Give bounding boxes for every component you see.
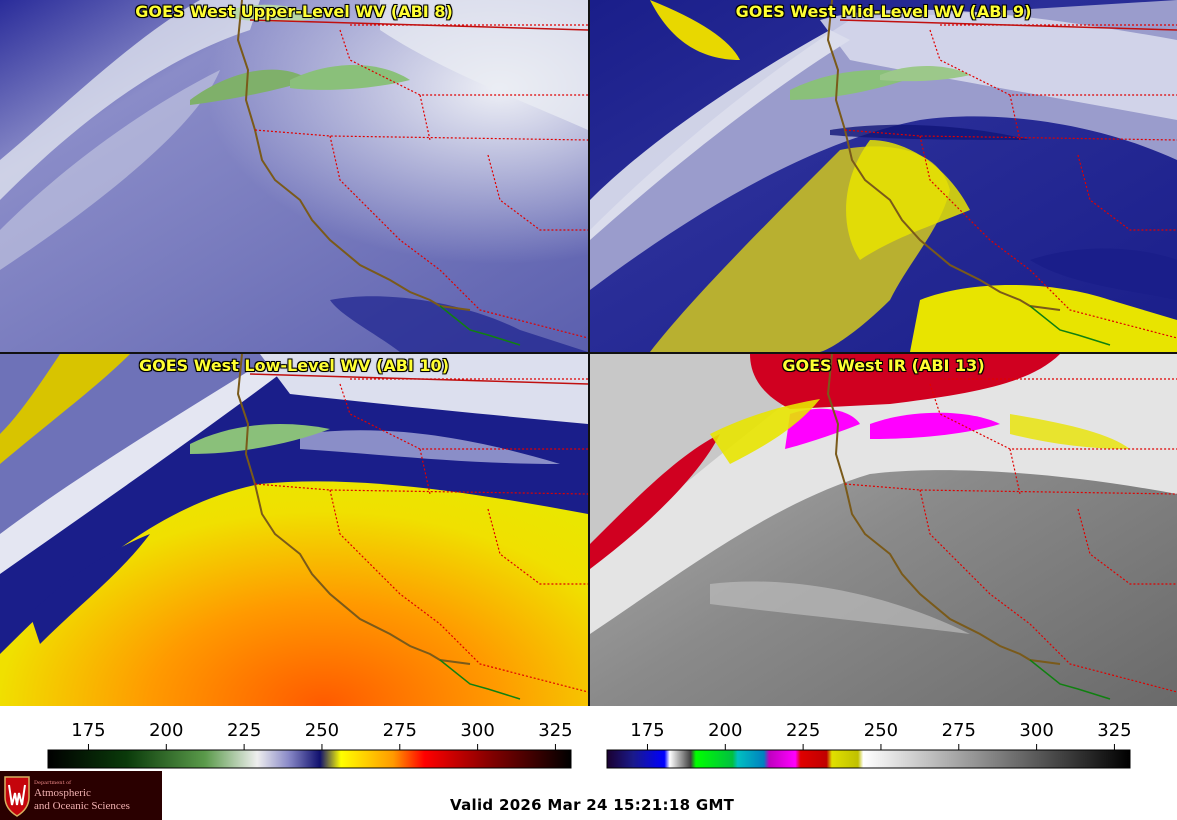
colorbar-ir-graphic: 175 200 225 250 275 300 325: [606, 720, 1132, 769]
colorbar-wv-tick-label: 225: [227, 720, 261, 741]
low-level-wv-image: [0, 354, 588, 706]
colorbar-ir-tick-label: 250: [864, 720, 898, 741]
panel-ir: GOES West IR (ABI 13): [590, 354, 1177, 706]
colorbar-ir-tick-label: 225: [786, 720, 820, 741]
upper-level-wv-image: [0, 0, 588, 352]
aos-logo: Department of Atmospheric and Oceanic Sc…: [0, 771, 162, 820]
colorbar-wv-tick-label: 275: [383, 720, 417, 741]
colorbar-wv: 175 200 225 250 275 300 325: [40, 714, 580, 772]
colorbar-ir-tick-label: 175: [630, 720, 664, 741]
colorbar-wv-tick-label: 300: [460, 720, 494, 741]
panel-divider-horizontal: [0, 352, 1177, 354]
panel-title-ir: GOES West IR (ABI 13): [782, 356, 985, 375]
uw-crest-icon: [4, 776, 30, 817]
panel-title-mid-level-wv: GOES West Mid-Level WV (ABI 9): [735, 2, 1032, 21]
colorbar-ir-tick-label: 275: [942, 720, 976, 741]
colorbar-ir-tick-label: 300: [1019, 720, 1053, 741]
colorbar-wv-graphic: 175 200 225 250 275 300 325: [47, 720, 573, 769]
colorbar-wv-tick-label: 325: [538, 720, 572, 741]
logo-dept-text: Department of: [34, 780, 71, 786]
panel-mid-level-wv: GOES West Mid-Level WV (ABI 9): [590, 0, 1177, 352]
colorbar-ir-tick-label: 200: [708, 720, 742, 741]
colorbar-wv-tick-label: 175: [71, 720, 105, 741]
colorbar-ir: 175 200 225 250 275 300 325: [599, 714, 1139, 772]
ir-image: [590, 354, 1177, 706]
colorbar-ir-tick-label: 325: [1097, 720, 1131, 741]
logo-line2: and Oceanic Sciences: [34, 800, 130, 812]
colorbar-wv-tick-label: 250: [305, 720, 339, 741]
colorbar-wv-tick-label: 200: [149, 720, 183, 741]
panel-upper-level-wv: GOES West Upper-Level WV (ABI 8): [0, 0, 588, 352]
valid-time: Valid 2026 Mar 24 15:21:18 GMT: [450, 796, 735, 814]
logo-line1: Atmospheric: [34, 787, 91, 799]
mid-level-wv-image: [590, 0, 1177, 352]
panel-low-level-wv: GOES West Low-Level WV (ABI 10): [0, 354, 588, 706]
panel-title-upper-level-wv: GOES West Upper-Level WV (ABI 8): [135, 2, 453, 21]
panel-title-low-level-wv: GOES West Low-Level WV (ABI 10): [138, 356, 449, 375]
